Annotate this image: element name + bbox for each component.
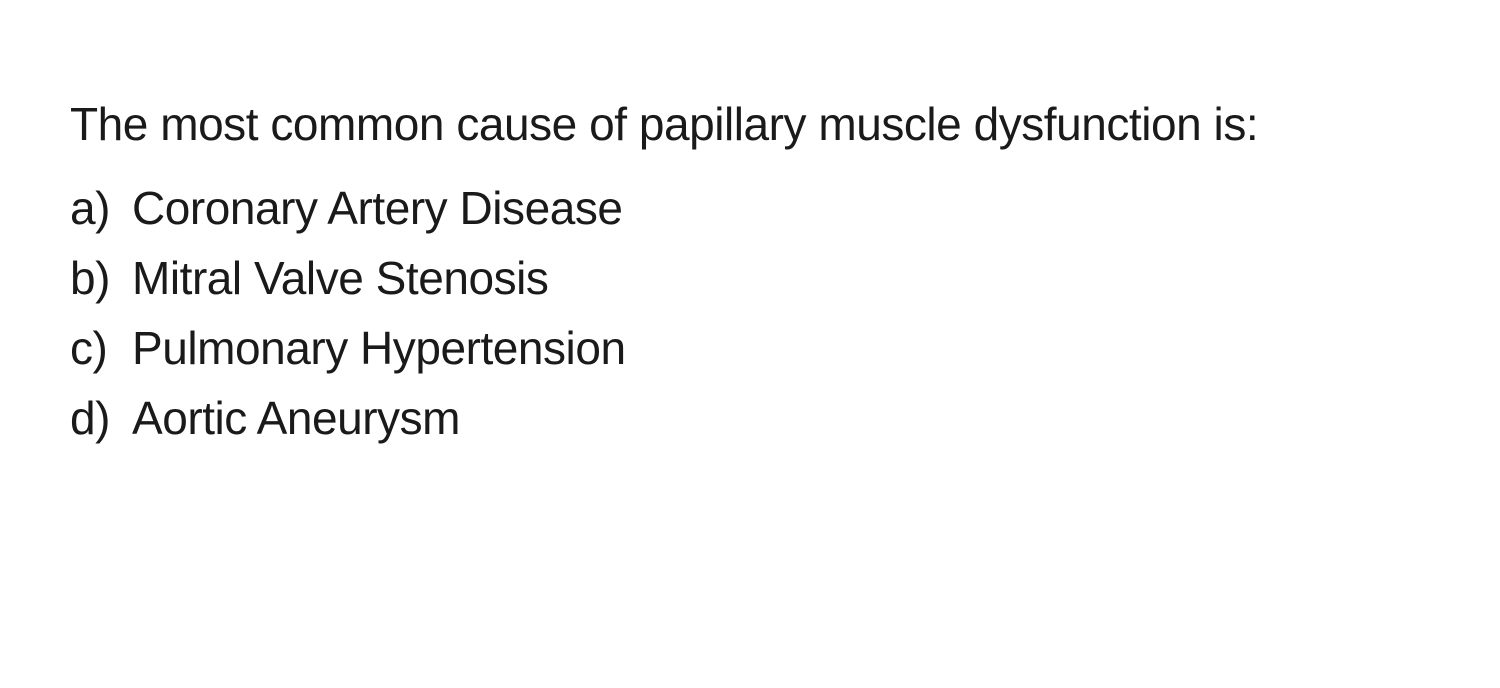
question-text: The most common cause of papillary muscl… [70, 90, 1430, 159]
question-container: The most common cause of papillary muscl… [70, 90, 1430, 449]
option-letter: a) [70, 177, 132, 239]
option-text: Pulmonary Hypertension [132, 317, 1430, 379]
option-text: Aortic Aneurysm [132, 387, 1430, 449]
options-list: a) Coronary Artery Disease b) Mitral Val… [70, 177, 1430, 449]
option-letter: b) [70, 247, 132, 309]
option-a: a) Coronary Artery Disease [70, 177, 1430, 239]
option-text: Coronary Artery Disease [132, 177, 1430, 239]
option-c: c) Pulmonary Hypertension [70, 317, 1430, 379]
option-letter: c) [70, 317, 132, 379]
option-b: b) Mitral Valve Stenosis [70, 247, 1430, 309]
option-d: d) Aortic Aneurysm [70, 387, 1430, 449]
option-letter: d) [70, 387, 132, 449]
option-text: Mitral Valve Stenosis [132, 247, 1430, 309]
